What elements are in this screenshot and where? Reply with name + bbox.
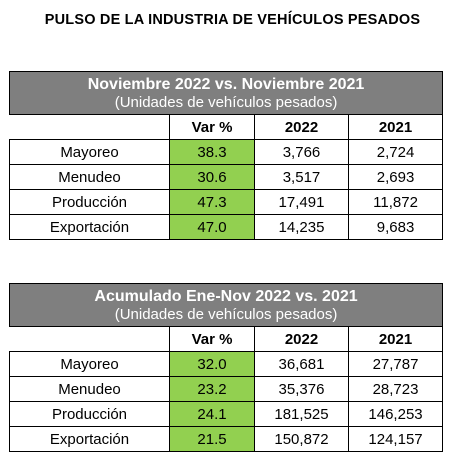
value-2022-cell: 14,235 (254, 214, 349, 240)
row-label: Mayoreo (9, 139, 170, 165)
value-2021-cell: 124,157 (347, 426, 444, 452)
column-header-2022: 2022 (254, 114, 349, 140)
value-2021-cell: 9,683 (347, 214, 444, 240)
value-2022-cell: 3,766 (254, 139, 349, 165)
var-cell: 30.6 (169, 164, 255, 190)
value-2022-cell: 35,376 (254, 376, 349, 402)
table-title: Noviembre 2022 vs. Noviembre 2021 (87, 75, 365, 93)
table-title: Acumulado Ene-Nov 2022 vs. 2021 (94, 287, 358, 305)
column-header-var: Var % (169, 114, 255, 140)
table-row: Producción 47.3 17,491 11,872 (9, 189, 444, 215)
table-row: Exportación 47.0 14,235 9,683 (9, 214, 444, 240)
table-row: Menudeo 23.2 35,376 28,723 (9, 376, 444, 402)
row-label: Menudeo (9, 164, 170, 190)
table-row: Exportación 21.5 150,872 124,157 (9, 426, 444, 452)
table-row: Producción 24.1 181,525 146,253 (9, 401, 444, 427)
row-label: Exportación (9, 426, 170, 452)
var-cell: 21.5 (169, 426, 255, 452)
row-label: Exportación (9, 214, 170, 240)
var-cell: 24.1 (169, 401, 255, 427)
column-header-2022: 2022 (254, 326, 349, 352)
table-subtitle: (Unidades de vehículos pesados) (114, 305, 338, 323)
blank-header-cell (9, 326, 170, 352)
page-title: PULSO DE LA INDUSTRIA DE VEHÍCULOS PESAD… (44, 12, 421, 28)
column-header-var: Var % (169, 326, 255, 352)
var-cell: 38.3 (169, 139, 255, 165)
blank-header-cell (9, 114, 170, 140)
table-subtitle: (Unidades de vehículos pesados) (114, 93, 338, 111)
row-label: Producción (9, 189, 170, 215)
table-header: Acumulado Ene-Nov 2022 vs. 2021 (Unidade… (8, 283, 444, 327)
table-header: Noviembre 2022 vs. Noviembre 2021 (Unida… (8, 71, 444, 115)
value-2022-cell: 150,872 (254, 426, 349, 452)
cumulative-table: Acumulado Ene-Nov 2022 vs. 2021 (Unidade… (8, 283, 444, 452)
var-cell: 47.0 (169, 214, 255, 240)
var-cell: 23.2 (169, 376, 255, 402)
value-2021-cell: 2,724 (347, 139, 444, 165)
value-2022-cell: 181,525 (254, 401, 349, 427)
table-row: Mayoreo 32.0 36,681 27,787 (9, 351, 444, 377)
table-row: Mayoreo 38.3 3,766 2,724 (9, 139, 444, 165)
column-headers: Var % 2022 2021 (9, 114, 444, 140)
var-cell: 47.3 (169, 189, 255, 215)
value-2022-cell: 36,681 (254, 351, 349, 377)
column-headers: Var % 2022 2021 (9, 326, 444, 352)
column-header-2021: 2021 (347, 114, 444, 140)
monthly-table: Noviembre 2022 vs. Noviembre 2021 (Unida… (8, 71, 444, 240)
value-2021-cell: 28,723 (347, 376, 444, 402)
row-label: Mayoreo (9, 351, 170, 377)
var-cell: 32.0 (169, 351, 255, 377)
value-2022-cell: 3,517 (254, 164, 349, 190)
table-row: Menudeo 30.6 3,517 2,693 (9, 164, 444, 190)
value-2022-cell: 17,491 (254, 189, 349, 215)
value-2021-cell: 27,787 (347, 351, 444, 377)
value-2021-cell: 146,253 (347, 401, 444, 427)
value-2021-cell: 11,872 (347, 189, 444, 215)
row-label: Producción (9, 401, 170, 427)
value-2021-cell: 2,693 (347, 164, 444, 190)
row-label: Menudeo (9, 376, 170, 402)
column-header-2021: 2021 (347, 326, 444, 352)
